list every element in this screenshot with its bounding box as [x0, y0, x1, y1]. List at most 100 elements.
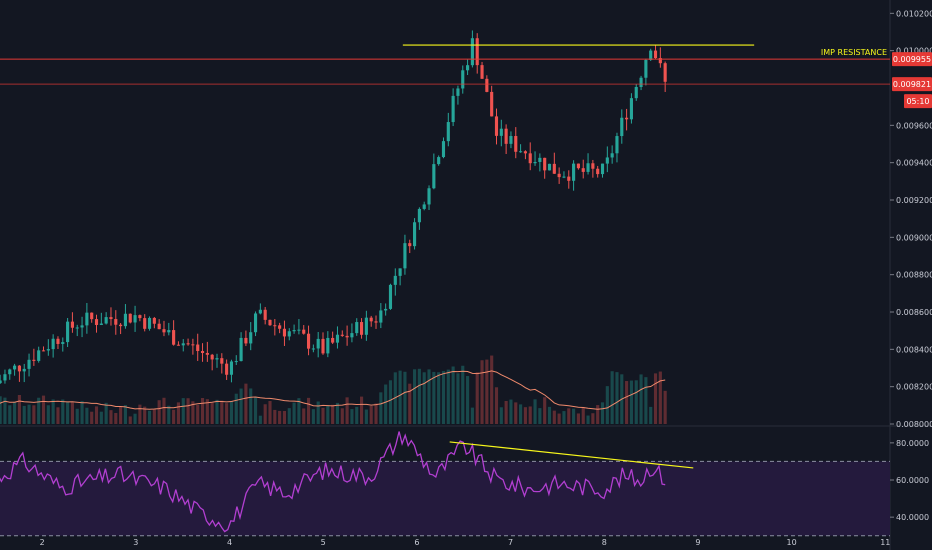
- candle-body[interactable]: [567, 176, 571, 181]
- candle-body[interactable]: [456, 88, 460, 96]
- candle-body[interactable]: [552, 163, 556, 174]
- candle-body[interactable]: [138, 315, 142, 319]
- candle-body[interactable]: [359, 322, 364, 335]
- candle-body[interactable]: [470, 38, 474, 66]
- candle-body[interactable]: [335, 334, 340, 343]
- candle-body[interactable]: [581, 168, 585, 172]
- candle-body[interactable]: [413, 222, 417, 247]
- candle-body[interactable]: [37, 350, 41, 361]
- candle-body[interactable]: [466, 65, 470, 71]
- candle-body[interactable]: [528, 153, 532, 164]
- candle-body[interactable]: [13, 365, 17, 370]
- candle-body[interactable]: [340, 334, 344, 336]
- candle-body[interactable]: [625, 117, 629, 120]
- candle-body[interactable]: [200, 351, 205, 353]
- candle-body[interactable]: [446, 122, 450, 142]
- candle-body[interactable]: [306, 333, 311, 349]
- candle-body[interactable]: [576, 163, 580, 169]
- candle-body[interactable]: [244, 337, 248, 344]
- candle-body[interactable]: [94, 319, 99, 325]
- candle-body[interactable]: [326, 337, 330, 354]
- candle-body[interactable]: [99, 323, 103, 325]
- candle-body[interactable]: [596, 168, 600, 175]
- candle-body[interactable]: [302, 329, 306, 334]
- candle-body[interactable]: [119, 324, 123, 327]
- candle-body[interactable]: [345, 335, 349, 338]
- rsi-pane[interactable]: [0, 431, 890, 537]
- candle-body[interactable]: [475, 38, 479, 66]
- rsi-line[interactable]: [0, 431, 666, 533]
- candle-body[interactable]: [51, 338, 55, 350]
- candle-body[interactable]: [480, 65, 484, 79]
- candle-body[interactable]: [278, 325, 282, 329]
- candle-body[interactable]: [547, 163, 552, 171]
- candle-body[interactable]: [658, 58, 662, 64]
- candle-body[interactable]: [186, 343, 190, 345]
- candle-body[interactable]: [605, 157, 609, 164]
- candle-body[interactable]: [639, 77, 643, 87]
- candle-body[interactable]: [215, 358, 219, 360]
- candle-body[interactable]: [70, 321, 74, 328]
- candle-body[interactable]: [220, 358, 224, 364]
- candle-body[interactable]: [490, 91, 494, 117]
- candle-body[interactable]: [417, 208, 421, 223]
- candle-body[interactable]: [629, 98, 633, 120]
- candle-body[interactable]: [196, 344, 200, 352]
- candle-body[interactable]: [41, 350, 46, 352]
- candle-body[interactable]: [292, 330, 296, 332]
- candle-body[interactable]: [649, 50, 653, 60]
- candle-body[interactable]: [615, 136, 619, 154]
- candle-body[interactable]: [22, 368, 26, 372]
- candle-body[interactable]: [586, 163, 590, 172]
- candle-body[interactable]: [114, 319, 118, 325]
- candle-body[interactable]: [61, 342, 65, 344]
- candle-body[interactable]: [591, 163, 595, 169]
- candle-body[interactable]: [369, 317, 373, 322]
- candle-body[interactable]: [282, 328, 287, 337]
- candle-body[interactable]: [287, 331, 291, 337]
- candle-body[interactable]: [663, 63, 667, 82]
- candle-body[interactable]: [504, 128, 508, 144]
- candle-body[interactable]: [355, 322, 359, 334]
- candle-body[interactable]: [273, 325, 277, 327]
- candle-body[interactable]: [133, 315, 137, 323]
- candle-body[interactable]: [0, 380, 2, 384]
- candle-body[interactable]: [494, 116, 499, 136]
- candle-body[interactable]: [152, 317, 156, 324]
- candle-body[interactable]: [379, 310, 383, 323]
- candle-body[interactable]: [249, 332, 253, 344]
- candle-body[interactable]: [229, 361, 234, 375]
- candle-body[interactable]: [610, 153, 614, 158]
- candle-body[interactable]: [172, 330, 176, 345]
- candle-body[interactable]: [422, 204, 426, 209]
- candle-body[interactable]: [509, 136, 513, 144]
- candle-body[interactable]: [80, 325, 84, 328]
- candle-body[interactable]: [75, 327, 79, 329]
- candle-body[interactable]: [437, 157, 441, 165]
- candle-body[interactable]: [27, 359, 31, 369]
- candle-body[interactable]: [461, 70, 465, 89]
- candle-body[interactable]: [143, 318, 147, 329]
- candle-body[interactable]: [176, 344, 181, 346]
- candle-body[interactable]: [46, 349, 50, 351]
- candle-body[interactable]: [147, 317, 152, 329]
- candle-body[interactable]: [311, 348, 315, 350]
- candle-body[interactable]: [644, 59, 648, 78]
- candle-body[interactable]: [408, 243, 412, 247]
- candle-body[interactable]: [331, 337, 335, 343]
- candle-body[interactable]: [32, 359, 36, 361]
- candle-body[interactable]: [427, 188, 431, 205]
- candle-body[interactable]: [388, 284, 393, 309]
- candle-body[interactable]: [519, 151, 523, 153]
- candle-body[interactable]: [239, 337, 243, 362]
- candle-body[interactable]: [653, 50, 658, 59]
- candle-body[interactable]: [634, 86, 638, 99]
- candle-body[interactable]: [514, 136, 518, 152]
- candle-body[interactable]: [191, 344, 195, 346]
- candle-body[interactable]: [104, 317, 108, 324]
- candle-body[interactable]: [374, 321, 378, 323]
- candle-body[interactable]: [485, 78, 489, 92]
- candle-body[interactable]: [432, 164, 436, 189]
- candle-body[interactable]: [157, 323, 161, 330]
- candle-body[interactable]: [8, 369, 12, 375]
